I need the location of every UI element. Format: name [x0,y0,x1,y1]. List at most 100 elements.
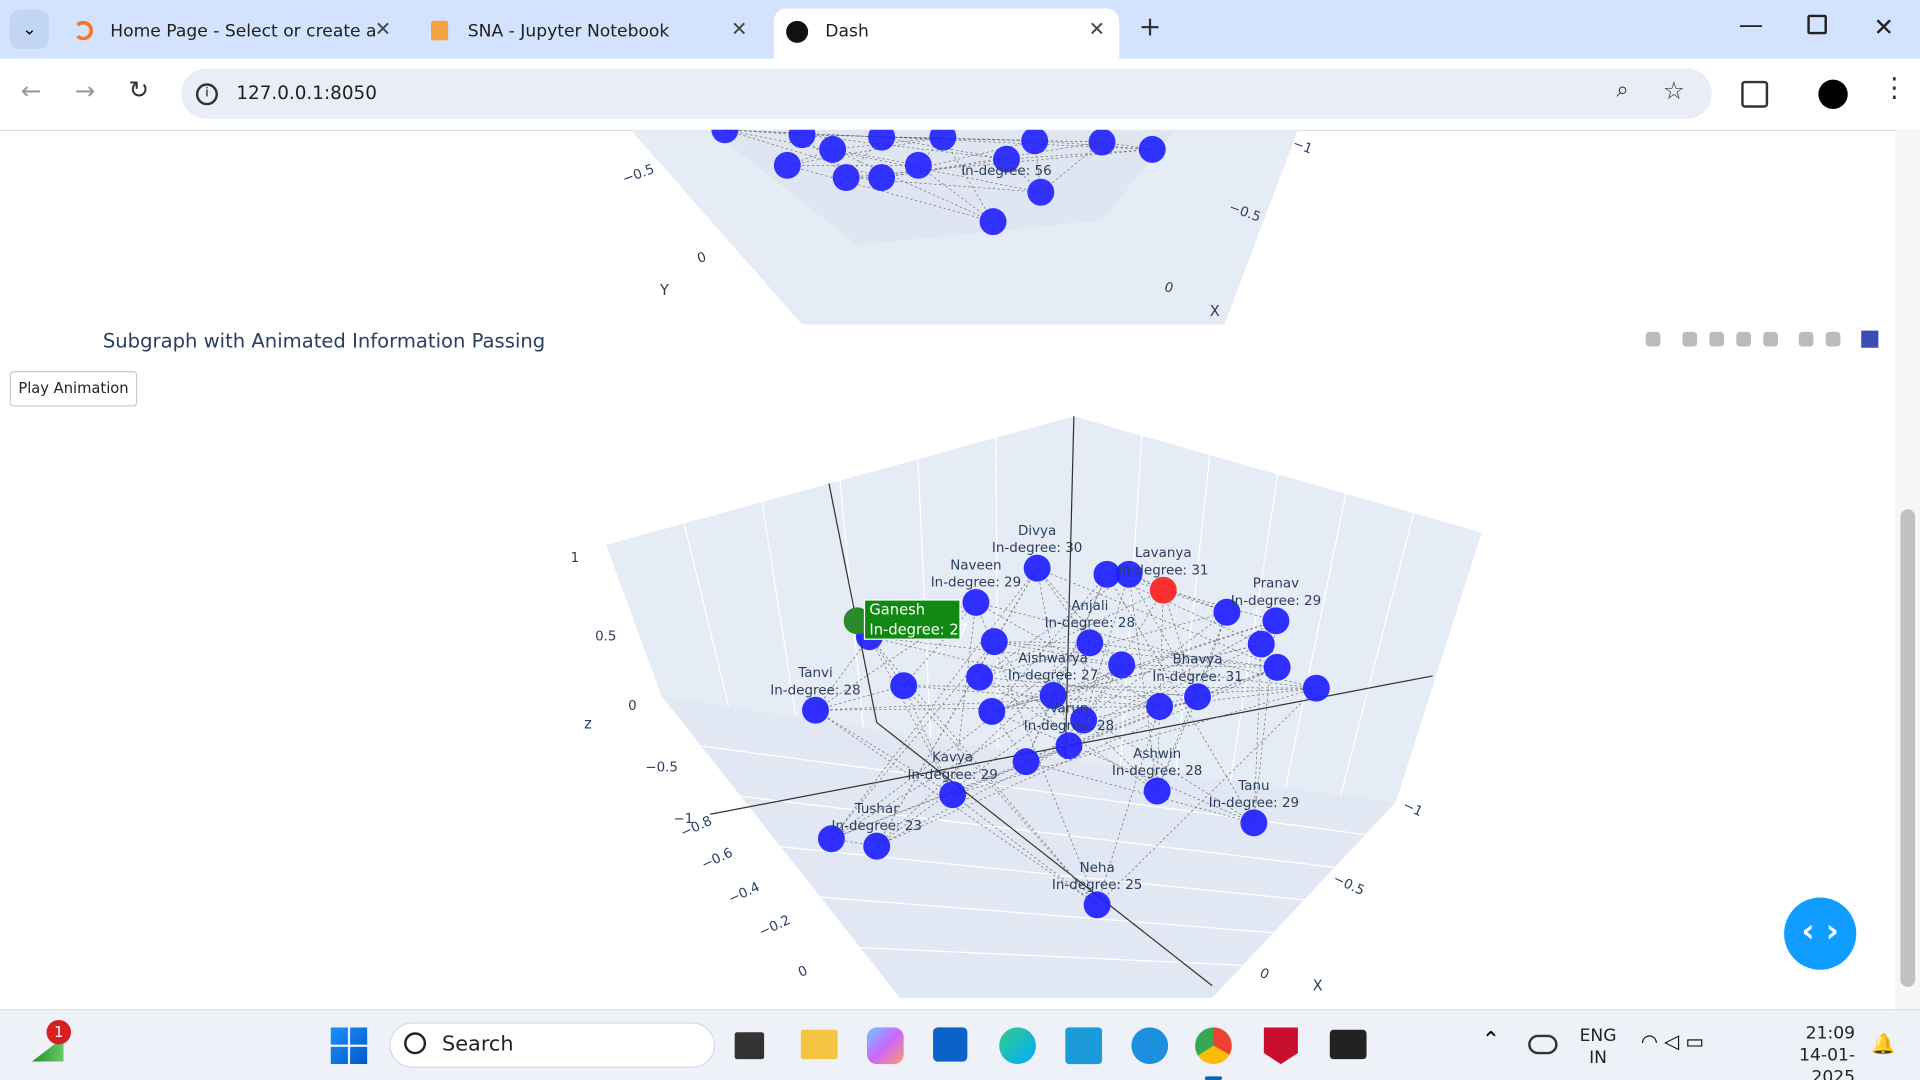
menu[interactable]: ⋮ [1880,73,1908,105]
edge [1037,567,1278,668]
minimize[interactable]: — [1738,9,1764,40]
notifications[interactable]: 🔔 [1871,1032,1896,1056]
store[interactable] [933,1027,968,1062]
edge [1096,687,1317,906]
toolbar: ← → ↻ 127.0.0.1:8050 i ⌕ ☆ ⋮ [0,58,1920,132]
modebar-icon [1709,331,1725,347]
taskbar: 1 Search ⌃ ENG IN ◠ ◁ ▭ 21:09 14-01-2025 🔔 [0,1008,1920,1080]
explorer[interactable] [800,1029,838,1060]
node-name: Anjali [1071,599,1108,614]
node [868,129,896,151]
hover-name: Ganesh [869,602,925,619]
axis-label: X [1210,303,1220,320]
modebar-icon [1798,331,1814,347]
node-name: Tushar [854,802,899,817]
edge [1101,141,1153,150]
myhp[interactable] [1065,1027,1103,1065]
back[interactable]: ← [20,75,42,106]
tab-close[interactable]: ✕ [1088,17,1105,41]
edge [869,636,1160,707]
grid-line [1174,455,1211,774]
modebar-icon [1645,331,1661,347]
debug-button[interactable]: ‹ › [1784,897,1857,970]
language[interactable]: ENG IN [1580,1025,1617,1069]
node [962,588,990,616]
node [773,151,801,179]
hover-label: In-degree: 27 [869,621,968,638]
node-name: Tanvi [797,666,832,681]
terminal[interactable] [1329,1029,1367,1060]
address-bar[interactable]: 127.0.0.1:8050 [181,68,1712,119]
site-info[interactable]: i [195,83,218,106]
node [890,672,918,700]
node [1070,706,1098,734]
node [711,129,739,144]
close[interactable]: ✕ [1873,12,1894,42]
restore[interactable] [1807,14,1827,35]
edge [993,567,1038,642]
edge [1096,706,1160,906]
task-view[interactable] [734,1032,765,1060]
node [802,696,829,724]
node [1039,682,1067,709]
copilot[interactable] [866,1027,904,1065]
profile[interactable] [1818,79,1848,109]
node-name: Pranav [1253,577,1299,592]
clock[interactable]: 21:09 14-01-2025 [1757,1022,1855,1080]
zoom[interactable]: ⌕ [1616,77,1629,103]
edge [979,573,1130,678]
grid-line [761,501,797,717]
play-button[interactable]: Play Animation [9,371,138,407]
extensions[interactable] [1741,80,1769,108]
edge [918,165,994,222]
edge [991,711,1255,824]
modebar-icon [1825,331,1841,347]
tray-chevron[interactable]: ⌃ [1481,1027,1501,1054]
edge [1253,644,1262,823]
help[interactable] [1131,1027,1169,1065]
node [1247,630,1275,658]
start[interactable] [330,1027,368,1065]
bookmark[interactable]: ☆ [1662,75,1685,106]
tab[interactable]: SNA - Jupyter Notebook [416,9,764,59]
node [832,164,860,192]
tab-search[interactable]: ⌄ [9,9,49,49]
edge[interactable] [999,1027,1036,1065]
tab[interactable]: Home Page - Select or create a [59,9,407,59]
node-name: Tanu [1237,779,1269,794]
node-degree: In-degree: 29 [907,768,997,783]
node [868,164,896,192]
edge [979,676,1158,792]
tick-label: 0 [1257,966,1271,983]
tick-label: −1 [1290,137,1314,158]
new-tab[interactable]: + [1138,12,1162,43]
edge [869,636,953,795]
grid-line [740,795,1335,868]
node-name: Lavanya [1135,546,1192,561]
search-icon [404,1032,427,1055]
wifi-sound-battery[interactable]: ◠ ◁ ▭ [1640,1029,1704,1054]
tick-label: −1 [1400,798,1424,820]
node [1021,129,1049,155]
forward[interactable]: → [74,75,96,106]
reload[interactable]: ↻ [128,74,150,105]
mcafee[interactable] [1263,1027,1298,1065]
edge [1068,664,1122,746]
node-degree: In-degree: 31 [1152,670,1242,685]
search-box[interactable]: Search [389,1022,716,1068]
date: 14-01-2025 [1799,1045,1856,1080]
scroll-thumb[interactable] [1900,509,1916,987]
node [979,208,1007,236]
onedrive[interactable] [1528,1034,1558,1055]
tab-close[interactable]: ✕ [731,17,748,41]
node-name: Aishwarya [1018,651,1087,666]
edge [815,636,870,711]
node [904,151,932,179]
edge [952,687,1317,796]
edge [1083,611,1228,721]
node [1213,598,1241,626]
tab-close[interactable]: ✕ [374,17,392,41]
tab-active[interactable]: Dash [773,8,1120,59]
node [1083,891,1111,919]
chrome[interactable] [1195,1027,1232,1065]
